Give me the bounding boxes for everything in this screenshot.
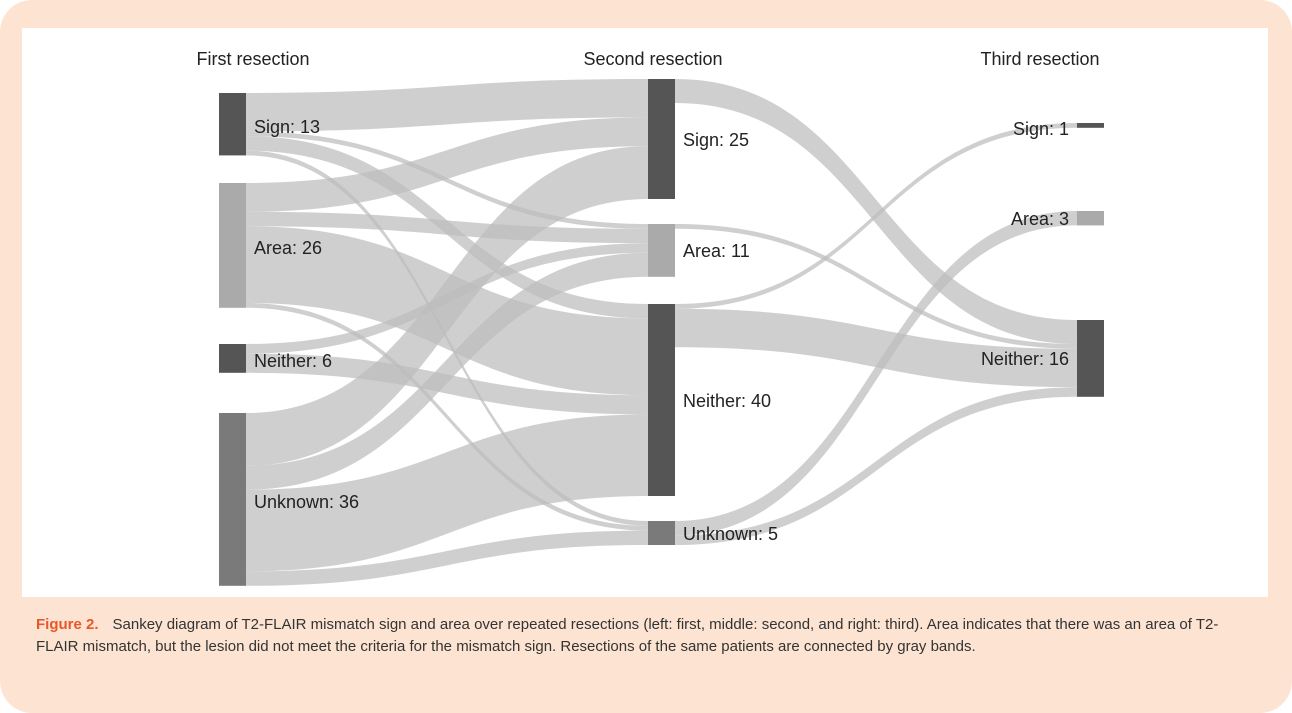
caption-text: Sankey diagram of T2-FLAIR mismatch sign… — [36, 616, 1219, 655]
node — [219, 93, 246, 156]
node-label: Neither: 6 — [254, 351, 332, 371]
column-title: First resection — [196, 49, 309, 69]
sankey-chart: First resection Second resection Third res… — [196, 49, 1104, 586]
column-title: Second resection — [583, 49, 722, 69]
link-band — [246, 303, 648, 531]
node-label: Sign: 13 — [254, 117, 320, 137]
link-band — [246, 79, 648, 132]
link-band — [246, 252, 648, 490]
link-band — [675, 211, 1077, 536]
link-band — [246, 117, 648, 212]
node-label: Area: 26 — [254, 238, 322, 258]
node-label: Unknown: 36 — [254, 492, 359, 512]
link-band — [246, 530, 648, 586]
node — [648, 224, 675, 277]
link-band — [246, 146, 648, 466]
link-band — [675, 224, 1077, 349]
node — [648, 79, 675, 199]
link-band — [675, 308, 1077, 388]
link-band — [246, 211, 648, 244]
node — [1077, 123, 1104, 128]
caption-label: Figure 2. — [36, 616, 99, 633]
column-title: Third resection — [980, 49, 1099, 69]
node — [648, 304, 675, 496]
node — [648, 521, 675, 545]
link-band — [675, 387, 1077, 545]
link-band — [675, 123, 1077, 309]
link-band — [246, 353, 648, 415]
links — [246, 79, 1077, 586]
node-label: Sign: 25 — [683, 130, 749, 150]
node — [219, 183, 246, 308]
node — [1077, 211, 1104, 226]
node-label: Unknown: 5 — [683, 524, 778, 544]
link-band — [675, 79, 1077, 344]
node-label: Sign: 1 — [1013, 119, 1069, 139]
node — [219, 413, 246, 586]
node — [219, 344, 246, 373]
node-label: Area: 11 — [683, 241, 750, 261]
link-band — [246, 131, 648, 229]
node-label: Neither: 40 — [683, 391, 771, 411]
caption: Figure 2. Sankey diagram of T2-FLAIR mism… — [36, 614, 1256, 658]
node — [1077, 320, 1104, 397]
link-band — [246, 414, 648, 572]
node-label: Area: 3 — [1011, 209, 1069, 229]
node-label: Neither: 16 — [981, 349, 1069, 369]
